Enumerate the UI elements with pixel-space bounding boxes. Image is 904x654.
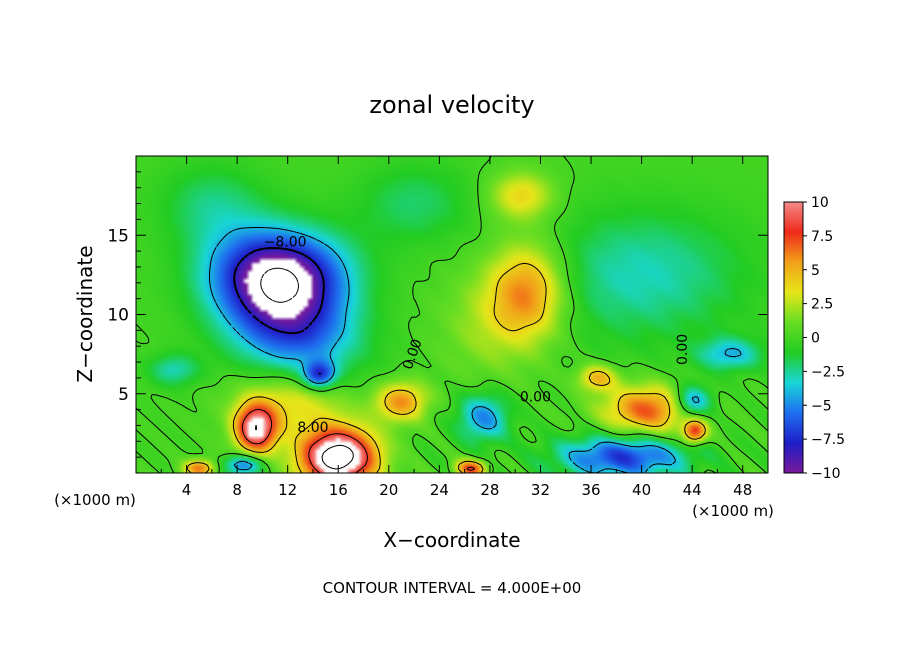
colorbar-gradient xyxy=(783,201,804,474)
contour-label: 0.00 xyxy=(675,334,691,365)
colorbar-tick-label: 10 xyxy=(811,195,829,211)
contour-label: 0.00 xyxy=(520,390,551,406)
x-tick-label: 4 xyxy=(182,481,192,499)
x-unit-right: (×1000 m) xyxy=(692,502,774,520)
colorbar-tick-label: −2.5 xyxy=(811,364,845,380)
y-tick-label: 10 xyxy=(107,306,129,326)
contour-label: 8.00 xyxy=(297,420,328,436)
contour-level-line xyxy=(255,424,354,470)
colorbar-tick-label: 5 xyxy=(811,263,820,279)
contour-level-line xyxy=(233,247,325,376)
contour-level-line xyxy=(209,227,742,474)
contour-level-line xyxy=(242,408,697,474)
colorbar-ticks: 10 7.5 5 2.5 0 −2.5 −5 −7.5 −10 xyxy=(803,195,845,482)
x-tick-label: 36 xyxy=(581,481,600,499)
colorbar-tick-label: −7.5 xyxy=(811,432,845,448)
x-axis: 4 8 12 16 20 24 28 32 36 40 44 48 xyxy=(160,156,752,499)
contour-level-line xyxy=(186,262,706,474)
velocity-field-image xyxy=(136,156,768,473)
colorbar-tick-label: −5 xyxy=(811,398,832,414)
x-tick-label: 24 xyxy=(430,481,449,499)
chart-title: zonal velocity xyxy=(369,91,534,119)
x-tick-label: 44 xyxy=(683,481,702,499)
colorbar: 10 7.5 5 2.5 0 −2.5 −5 −7.5 −10 xyxy=(783,195,845,482)
contour-lines xyxy=(135,155,769,474)
contour-interval-note: CONTOUR INTERVAL = 4.000E+00 xyxy=(323,579,582,597)
x-tick-label: 16 xyxy=(329,481,348,499)
colorbar-tick-label: 7.5 xyxy=(811,229,833,245)
x-tick-label: 48 xyxy=(733,481,752,499)
x-unit-left: (×1000 m) xyxy=(54,491,136,509)
x-tick-label: 20 xyxy=(379,481,398,499)
colorbar-tick-label: 2.5 xyxy=(811,297,833,313)
plot-area: −8.000.000.000.008.00 xyxy=(135,155,769,474)
x-tick-label: 32 xyxy=(531,481,550,499)
y-tick-label: 15 xyxy=(107,226,129,246)
y-axis: 5 10 15 xyxy=(107,171,768,458)
contour-label: −8.00 xyxy=(264,234,307,250)
colorbar-tick-label: −10 xyxy=(811,466,841,482)
contour-labels: −8.000.000.000.008.00 xyxy=(264,234,691,435)
x-tick-label: 40 xyxy=(632,481,651,499)
contour-level-line xyxy=(260,267,299,303)
x-tick-label: 28 xyxy=(480,481,499,499)
y-axis-label: Z−coordinate xyxy=(73,245,97,382)
x-tick-label: 12 xyxy=(278,481,297,499)
colorbar-tick-label: 0 xyxy=(811,331,820,347)
x-axis-label: X−coordinate xyxy=(383,528,520,552)
x-tick-label: 8 xyxy=(232,481,242,499)
y-tick-label: 5 xyxy=(118,385,129,405)
